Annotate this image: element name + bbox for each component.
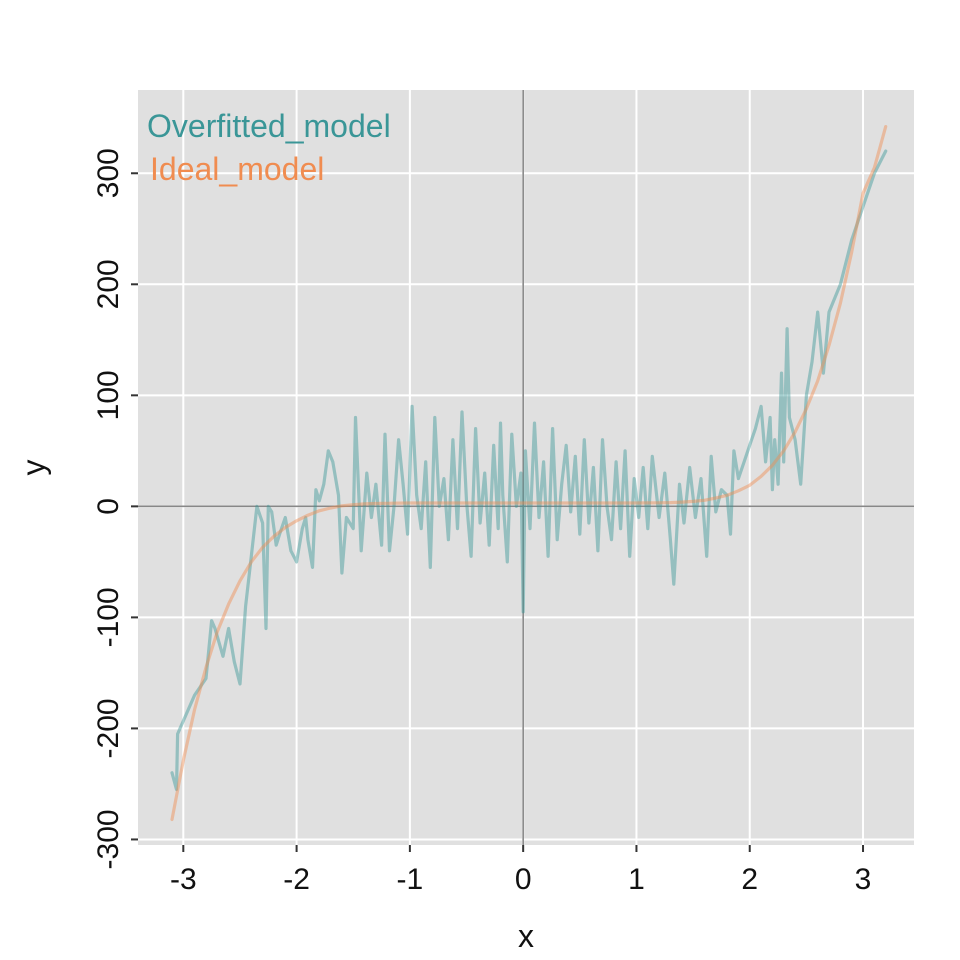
x-tick-label: 1 xyxy=(628,863,645,896)
y-tick-label: -200 xyxy=(92,698,125,758)
axis-ticks xyxy=(131,172,865,852)
y-tick-label: -300 xyxy=(92,809,125,869)
plot-panel xyxy=(138,90,914,845)
ideal-model-line xyxy=(170,124,888,822)
reference-lines xyxy=(138,90,914,845)
x-tick-label: -3 xyxy=(170,863,197,896)
x-tick-label: -2 xyxy=(283,863,310,896)
x-tick-label: 2 xyxy=(741,863,758,896)
series-lines xyxy=(170,124,888,822)
x-tick-label: -1 xyxy=(397,863,424,896)
y-tick-label: -100 xyxy=(92,587,125,647)
y-tick-label: 100 xyxy=(92,370,125,420)
y-axis-title: y xyxy=(15,460,51,476)
x-axis-title: x xyxy=(518,918,534,954)
x-tick-label: 0 xyxy=(515,863,532,896)
y-tick-label: 0 xyxy=(92,498,125,515)
y-tick-label: 300 xyxy=(92,148,125,198)
x-tick-label: 3 xyxy=(855,863,872,896)
x-tick-labels: -3 -2 -1 0 1 2 3 xyxy=(170,863,871,896)
overfitted-model-line xyxy=(170,149,888,792)
y-tick-label: 200 xyxy=(92,259,125,309)
y-tick-labels: -300 -200 -100 0 100 200 300 xyxy=(92,148,125,869)
legend: Overfitted_model Ideal_model xyxy=(147,108,391,187)
legend-entry-ideal: Ideal_model xyxy=(150,151,324,187)
legend-entry-overfitted: Overfitted_model xyxy=(147,108,391,144)
